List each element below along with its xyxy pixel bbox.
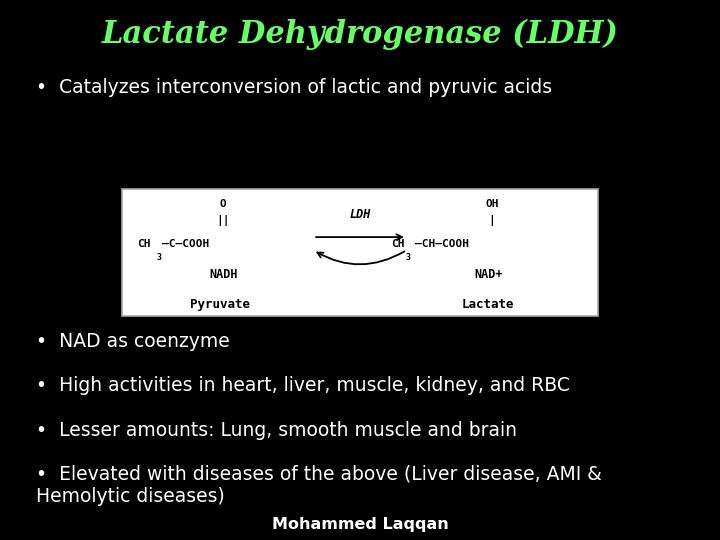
Text: 3: 3: [157, 253, 162, 262]
Text: Lactate: Lactate: [462, 298, 515, 311]
Text: CH: CH: [137, 239, 150, 248]
Text: —C—COOH: —C—COOH: [162, 239, 210, 248]
Text: O: O: [220, 199, 227, 209]
Text: •  High activities in heart, liver, muscle, kidney, and RBC: • High activities in heart, liver, muscl…: [36, 376, 570, 395]
Text: OH: OH: [485, 199, 499, 209]
Text: |: |: [489, 215, 495, 226]
Text: ||: ||: [217, 215, 230, 226]
Text: Pyruvate: Pyruvate: [189, 298, 250, 311]
Text: •  NAD as coenzyme: • NAD as coenzyme: [36, 332, 230, 351]
Text: LDH: LDH: [349, 208, 371, 221]
Text: Mohammed Laqqan: Mohammed Laqqan: [271, 517, 449, 532]
Text: 3: 3: [405, 253, 410, 262]
Text: —CH—COOH: —CH—COOH: [415, 239, 469, 248]
Text: NAD+: NAD+: [474, 267, 503, 280]
Text: •  Catalyzes interconversion of lactic and pyruvic acids: • Catalyzes interconversion of lactic an…: [36, 78, 552, 97]
Text: NADH: NADH: [209, 267, 238, 280]
Text: •  Lesser amounts: Lung, smooth muscle and brain: • Lesser amounts: Lung, smooth muscle an…: [36, 421, 517, 440]
Text: CH: CH: [391, 239, 405, 248]
Text: Lactate Dehydrogenase (LDH): Lactate Dehydrogenase (LDH): [102, 19, 618, 50]
Text: •  Elevated with diseases of the above (Liver disease, AMI &
Hemolytic diseases): • Elevated with diseases of the above (L…: [36, 465, 602, 506]
FancyBboxPatch shape: [122, 189, 598, 316]
